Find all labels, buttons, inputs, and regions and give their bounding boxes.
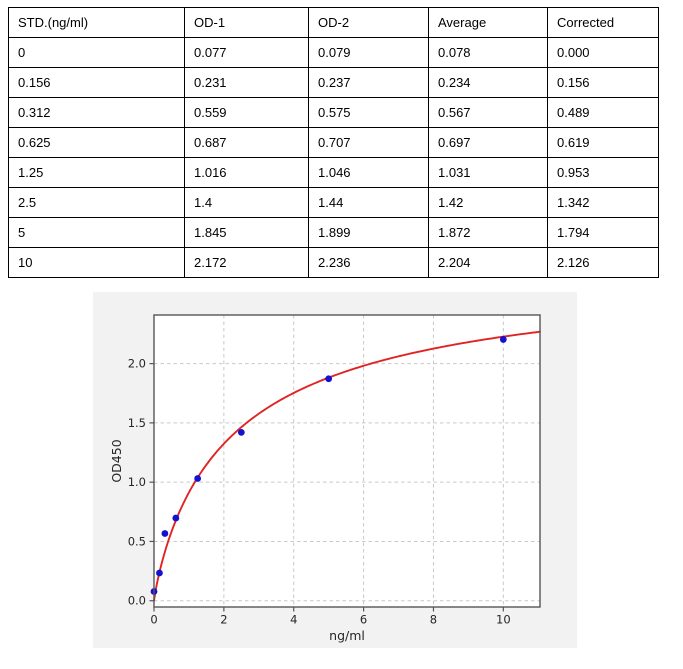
table-header-cell: OD-2 bbox=[308, 7, 429, 38]
y-tick-label: 0.0 bbox=[128, 594, 146, 608]
table-cell: 0.156 bbox=[547, 67, 659, 98]
table-cell: 0.619 bbox=[547, 127, 659, 158]
data-point bbox=[172, 514, 180, 522]
table-row: 1.25 1.016 1.046 1.031 0.953 bbox=[8, 157, 659, 188]
table-cell: 0.078 bbox=[428, 37, 548, 68]
plot-border bbox=[153, 314, 541, 608]
x-tick-label: 0 bbox=[150, 613, 157, 627]
standard-curve-table: STD.(ng/ml) OD-1 OD-2 Average Corrected 0 0.07… bbox=[8, 7, 659, 278]
table-cell: 0.567 bbox=[428, 97, 548, 128]
table-cell: 1.342 bbox=[547, 187, 659, 218]
table-cell: 1.42 bbox=[428, 187, 548, 218]
table-row: 10 2.172 2.236 2.204 2.126 bbox=[8, 247, 659, 278]
table-cell: 0.575 bbox=[308, 97, 429, 128]
table-header-cell: STD.(ng/ml) bbox=[8, 7, 185, 38]
data-point bbox=[161, 530, 169, 537]
table-cell: 1.046 bbox=[308, 157, 429, 188]
table-cell: 0.697 bbox=[428, 127, 548, 158]
y-axis-label: OD450 bbox=[109, 439, 124, 482]
x-tick-label: 4 bbox=[290, 613, 297, 627]
table-cell: 1.4 bbox=[184, 187, 309, 218]
table-cell: 0.559 bbox=[184, 97, 309, 128]
table-cell: 0.489 bbox=[547, 97, 659, 128]
table-cell: 0.231 bbox=[184, 67, 309, 98]
x-tick-label: 10 bbox=[496, 613, 511, 627]
table-header-cell: OD-1 bbox=[184, 7, 309, 38]
data-point bbox=[237, 428, 245, 436]
data-point bbox=[499, 336, 507, 343]
table-cell: 1.44 bbox=[308, 187, 429, 218]
table-cell: 0.707 bbox=[308, 127, 429, 158]
table-header-cell: Corrected bbox=[547, 7, 659, 38]
table-cell: 10 bbox=[8, 247, 185, 278]
table-cell: 0 bbox=[8, 37, 185, 68]
table-cell: 0.077 bbox=[184, 37, 309, 68]
table-cell: 0.000 bbox=[547, 37, 659, 68]
table-cell: 1.845 bbox=[184, 217, 309, 248]
data-point bbox=[156, 569, 163, 577]
table-header-row: STD.(ng/ml) OD-1 OD-2 Average Corrected bbox=[8, 7, 659, 38]
table-cell: 1.899 bbox=[308, 217, 429, 248]
data-point bbox=[194, 475, 202, 482]
table-cell: 0.953 bbox=[547, 157, 659, 188]
standard-curve-figure: 0 2 4 6 8 10 0.0 0.5 1.0 1.5 2.0 ng/ml OD450 bbox=[93, 292, 577, 648]
y-tick-label: 0.5 bbox=[128, 534, 146, 548]
data-point bbox=[325, 375, 333, 383]
y-tick-label: 1.5 bbox=[128, 416, 146, 430]
table-cell: 2.204 bbox=[428, 247, 548, 278]
table-header-cell: Average bbox=[428, 7, 548, 38]
table-cell: 0.625 bbox=[8, 127, 185, 158]
table-row: 0 0.077 0.079 0.078 0.000 bbox=[8, 37, 659, 68]
table-cell: 0.156 bbox=[8, 67, 185, 98]
fit-curve bbox=[153, 330, 541, 602]
x-tick-label: 8 bbox=[430, 613, 437, 627]
standard-curve-chart: 0 2 4 6 8 10 0.0 0.5 1.0 1.5 2.0 ng/ml OD450 bbox=[93, 292, 577, 648]
table-row: 5 1.845 1.899 1.872 1.794 bbox=[8, 217, 659, 248]
table-cell: 1.25 bbox=[8, 157, 185, 188]
table-cell: 2.126 bbox=[547, 247, 659, 278]
x-axis-label: ng/ml bbox=[329, 628, 365, 643]
table-cell: 0.237 bbox=[308, 67, 429, 98]
table-cell: 0.234 bbox=[428, 67, 548, 98]
table-cell: 1.016 bbox=[184, 157, 309, 188]
table-cell: 2.5 bbox=[8, 187, 185, 218]
table-cell: 1.031 bbox=[428, 157, 548, 188]
table-cell: 0.687 bbox=[184, 127, 309, 158]
y-tick-label: 2.0 bbox=[128, 357, 146, 371]
x-tick-label: 2 bbox=[220, 613, 227, 627]
table-cell: 0.312 bbox=[8, 97, 185, 128]
table-row: 0.156 0.231 0.237 0.234 0.156 bbox=[8, 67, 659, 98]
table-row: 0.625 0.687 0.707 0.697 0.619 bbox=[8, 127, 659, 158]
table-row: 0.312 0.559 0.575 0.567 0.489 bbox=[8, 97, 659, 128]
table-cell: 2.172 bbox=[184, 247, 309, 278]
table-cell: 2.236 bbox=[308, 247, 429, 278]
table-cell: 5 bbox=[8, 217, 185, 248]
table-row: 2.5 1.4 1.44 1.42 1.342 bbox=[8, 187, 659, 218]
table-cell: 1.872 bbox=[428, 217, 548, 248]
x-tick-label: 6 bbox=[360, 613, 367, 627]
plot-background bbox=[154, 315, 540, 607]
table-cell: 0.079 bbox=[308, 37, 429, 68]
y-tick-label: 1.0 bbox=[128, 475, 146, 489]
table-cell: 1.794 bbox=[547, 217, 659, 248]
table-body: STD.(ng/ml) OD-1 OD-2 Average Corrected 0 0.07… bbox=[8, 7, 659, 278]
